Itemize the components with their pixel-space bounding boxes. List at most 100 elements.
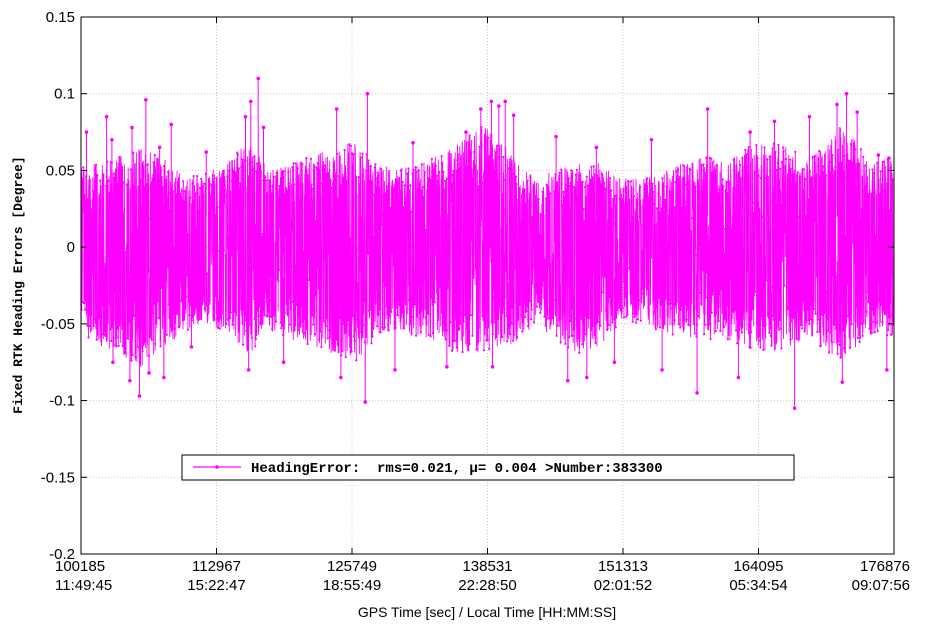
data-point: [675, 175, 678, 178]
data-point: [274, 301, 277, 305]
data-point: [698, 186, 701, 189]
data-point: [92, 324, 95, 327]
data-point: [93, 180, 96, 183]
data-point: [833, 175, 836, 178]
data-point: [172, 190, 175, 193]
data-point: [387, 299, 390, 302]
data-point: [494, 150, 497, 154]
data-point: [861, 334, 864, 337]
data-point: [277, 280, 280, 283]
data-point: [239, 254, 242, 257]
data-point: [187, 296, 190, 299]
data-point: [644, 194, 648, 197]
data-point: [572, 186, 576, 189]
data-point: [309, 157, 313, 160]
data-point: [717, 319, 720, 323]
data-point: [193, 194, 196, 197]
data-point: [761, 215, 764, 218]
data-point: [592, 271, 595, 274]
data-point: [492, 177, 495, 180]
data-point: [403, 298, 407, 301]
spike-marker: [885, 368, 889, 372]
data-point: [657, 296, 660, 299]
data-point: [363, 268, 366, 271]
data-point: [811, 155, 814, 158]
data-point: [801, 168, 804, 171]
data-point: [779, 167, 782, 171]
data-point: [406, 172, 409, 175]
spike-marker: [334, 107, 339, 111]
data-point: [669, 307, 672, 310]
data-point: [527, 267, 530, 270]
data-point: [790, 316, 793, 319]
data-point: [766, 208, 770, 211]
data-point: [588, 230, 591, 233]
data-point: [640, 224, 643, 227]
data-point: [782, 149, 785, 152]
data-point: [610, 264, 613, 268]
data-point: [189, 265, 192, 268]
data-point: [175, 241, 178, 244]
data-point: [152, 161, 155, 164]
data-point: [433, 301, 436, 304]
data-point: [599, 228, 602, 231]
data-point: [271, 328, 274, 331]
data-point: [99, 317, 102, 320]
data-point: [95, 163, 98, 166]
series-markers: [81, 136, 894, 365]
data-point: [582, 339, 586, 342]
data-point: [232, 319, 235, 322]
data-point: [455, 346, 458, 349]
data-point: [741, 157, 744, 160]
data-point: [311, 314, 314, 317]
data-point: [379, 308, 382, 311]
data-point: [216, 326, 220, 329]
data-point: [122, 181, 126, 184]
data-point: [291, 300, 295, 304]
data-point: [693, 332, 696, 335]
data-point: [467, 349, 470, 352]
data-point: [388, 315, 391, 318]
data-point: [815, 174, 818, 177]
data-point: [603, 273, 606, 277]
data-point: [665, 190, 669, 193]
data-point: [507, 317, 510, 320]
data-point: [423, 171, 426, 174]
data-point: [344, 312, 347, 315]
data-point: [161, 248, 164, 251]
data-point: [151, 177, 154, 180]
data-point: [213, 318, 216, 322]
data-point: [818, 149, 821, 153]
data-point: [671, 190, 674, 193]
data-point: [554, 173, 557, 176]
data-point: [425, 307, 428, 311]
data-point: [196, 285, 199, 288]
data-point: [211, 195, 214, 198]
data-point: [656, 207, 659, 210]
data-point: [385, 304, 388, 307]
data-point: [114, 171, 117, 174]
data-point: [516, 336, 519, 339]
data-point: [163, 186, 166, 189]
data-point: [856, 175, 859, 178]
data-point: [102, 251, 105, 254]
data-point: [833, 324, 836, 327]
data-point: [464, 316, 468, 319]
spike-marker: [256, 76, 260, 81]
data-point: [704, 296, 707, 299]
data-point: [739, 163, 742, 166]
spike-marker: [503, 99, 507, 104]
data-point: [86, 324, 89, 327]
data-point: [723, 227, 727, 231]
data-point: [149, 281, 152, 285]
data-point: [168, 209, 171, 212]
data-point: [396, 314, 399, 317]
data-point: [547, 188, 550, 191]
data-point: [267, 234, 270, 237]
data-point: [248, 163, 251, 166]
data-point: [393, 298, 396, 302]
data-point: [135, 192, 138, 195]
data-point: [512, 209, 515, 212]
data-point: [92, 189, 95, 192]
data-point: [234, 304, 237, 307]
